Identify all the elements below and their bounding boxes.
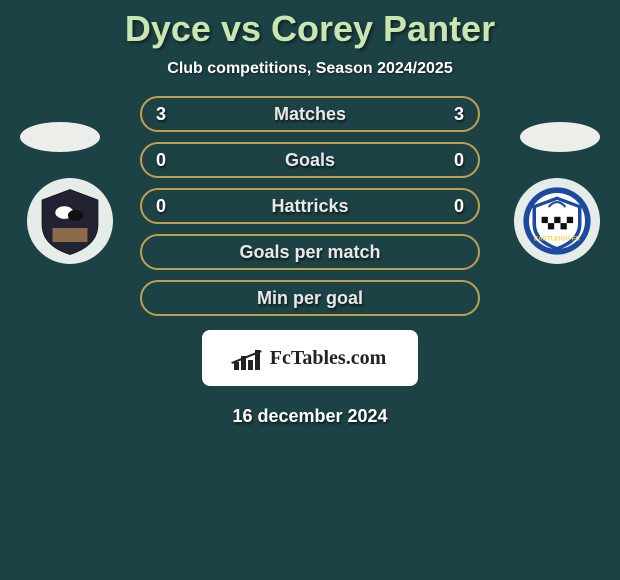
stat-label: Goals: [166, 150, 454, 171]
stat-row-gpm: Goals per match: [140, 234, 480, 270]
brand-text: FcTables.com: [270, 347, 386, 370]
stat-row-hattricks: 0 Hattricks 0: [140, 188, 480, 224]
svg-text:EASTLEIGH FC: EASTLEIGH FC: [534, 236, 581, 243]
player-left-silhouette: [20, 122, 100, 152]
page-title: Dyce vs Corey Panter: [0, 0, 620, 50]
subtitle: Club competitions, Season 2024/2025: [0, 60, 620, 78]
stat-label: Matches: [166, 104, 454, 125]
stat-right: 3: [454, 104, 464, 125]
stat-row-goals: 0 Goals 0: [140, 142, 480, 178]
stat-left: 0: [156, 196, 166, 217]
stat-right: 0: [454, 196, 464, 217]
stat-right: 0: [454, 150, 464, 171]
stat-row-matches: 3 Matches 3: [140, 96, 480, 132]
stat-label: Hattricks: [166, 196, 454, 217]
stat-label: Min per goal: [156, 288, 464, 309]
stat-row-mpg: Min per goal: [140, 280, 480, 316]
club-crest-right: EASTLEIGH FC: [514, 178, 600, 264]
stat-left: 3: [156, 104, 166, 125]
club-crest-left: [27, 178, 113, 264]
date-text: 16 december 2024: [0, 406, 620, 427]
brand-bars-icon: [234, 346, 264, 370]
brand-badge: FcTables.com: [202, 330, 418, 386]
stat-label: Goals per match: [156, 242, 464, 263]
player-right-silhouette: [520, 122, 600, 152]
stat-left: 0: [156, 150, 166, 171]
